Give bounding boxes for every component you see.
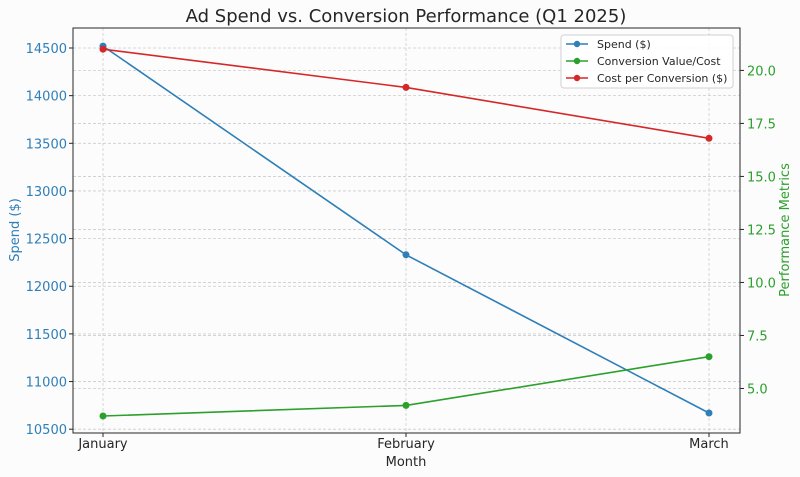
right-tick-label: 20.0 bbox=[747, 64, 776, 79]
series-point-0-1 bbox=[402, 251, 410, 259]
series-point-2-2 bbox=[705, 134, 713, 142]
legend: Spend ($) Conversion Value/Cost Cost per C… bbox=[560, 34, 734, 89]
legend-swatch-marker bbox=[573, 40, 581, 48]
right-tick-label: 10.0 bbox=[747, 276, 776, 291]
x-axis: January February March bbox=[77, 433, 729, 452]
left-tick-label: 13000 bbox=[26, 185, 67, 200]
legend-swatch-marker bbox=[573, 57, 581, 65]
x-tick-label: February bbox=[377, 437, 435, 452]
legend-swatch-marker bbox=[573, 74, 581, 82]
series-point-1-2 bbox=[705, 353, 713, 361]
right-tick-label: 7.5 bbox=[747, 329, 768, 344]
series-point-1-0 bbox=[99, 412, 107, 420]
right-axis-label: Performance Metrics bbox=[778, 163, 793, 297]
series-point-2-0 bbox=[99, 45, 107, 53]
right-tick-label: 5.0 bbox=[747, 382, 768, 397]
x-tick-label: March bbox=[689, 437, 729, 452]
left-tick-label: 14500 bbox=[26, 42, 67, 57]
series-point-0-2 bbox=[705, 409, 713, 417]
legend-box bbox=[560, 34, 734, 89]
x-tick-label: January bbox=[77, 437, 128, 452]
left-tick-label: 12500 bbox=[26, 233, 67, 248]
legend-label: Cost per Conversion ($) bbox=[597, 72, 727, 85]
series-group bbox=[99, 42, 713, 420]
series-point-2-1 bbox=[402, 83, 410, 91]
right-tick-label: 15.0 bbox=[747, 170, 776, 185]
series-point-1-1 bbox=[402, 401, 410, 409]
legend-label: Spend ($) bbox=[597, 38, 651, 51]
left-tick-label: 11500 bbox=[26, 328, 67, 343]
left-tick-label: 11000 bbox=[26, 376, 67, 391]
x-axis-label: Month bbox=[386, 455, 427, 470]
left-axis-label: Spend ($) bbox=[8, 198, 23, 262]
left-tick-label: 13500 bbox=[26, 137, 67, 152]
right-tick-label: 12.5 bbox=[747, 223, 776, 238]
right-tick-label: 17.5 bbox=[747, 117, 776, 132]
legend-label: Conversion Value/Cost bbox=[597, 55, 721, 68]
left-axis: 10500 11000 11500 12000 12500 13000 13500 14000… bbox=[26, 42, 73, 438]
left-tick-label: 10500 bbox=[26, 423, 67, 438]
left-tick-label: 14000 bbox=[26, 90, 67, 105]
chart-title: Ad Spend vs. Conversion Performance (Q1 … bbox=[186, 6, 627, 27]
right-axis: 5.0 7.5 10.0 12.5 15.0 17.5 20.0 bbox=[740, 64, 776, 397]
grid bbox=[73, 28, 740, 433]
left-tick-label: 12000 bbox=[26, 280, 67, 295]
